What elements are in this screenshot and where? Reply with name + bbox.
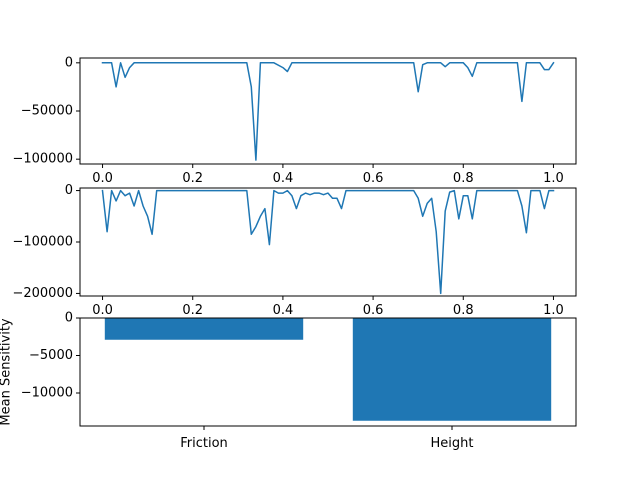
top-chart-x-tick-label: 0.8 [453, 171, 474, 186]
bottom-bar-chart: 0 −5000 −10000 Friction Height Mean Sensiti… [0, 311, 577, 451]
middle-chart-x-axis: 0.0 0.2 0.4 0.6 0.8 1.0 [92, 296, 564, 318]
top-chart-x-tick-label: 1.0 [543, 171, 564, 186]
top-chart-line [101, 61, 555, 161]
middle-chart-x-tick-label: 1.0 [543, 303, 564, 318]
bar-height [352, 318, 552, 421]
top-chart-y-axis: 0 −50000 −100000 [12, 55, 80, 167]
bar-chart-category-label: Friction [180, 436, 228, 451]
bar-chart-y-axis: 0 −5000 −10000 [21, 311, 80, 401]
bar-chart-y-tick-label: −5000 [29, 348, 73, 363]
top-chart-x-axis: 0.0 0.2 0.4 0.6 0.8 1.0 [92, 164, 564, 186]
middle-chart-x-tick-label: 0.6 [363, 303, 384, 318]
top-chart-x-tick-label: 0.6 [363, 171, 384, 186]
top-chart-y-tick-label: 0 [65, 55, 73, 70]
middle-line-chart: 0 −100000 −200000 0.0 0.2 0.4 0.6 0.8 1.0 [12, 183, 577, 318]
top-chart-x-tick-label: 0.0 [92, 171, 113, 186]
bar-chart-frame [79, 317, 577, 427]
middle-chart-x-tick-label: 0.4 [273, 303, 294, 318]
bar-friction [104, 318, 304, 340]
middle-chart-y-axis: 0 −100000 −200000 [12, 183, 80, 301]
top-chart-x-tick-label: 0.2 [182, 171, 203, 186]
top-chart-y-tick-label: −100000 [12, 152, 73, 167]
middle-chart-y-tick-label: −100000 [12, 235, 73, 250]
bar-chart-y-tick-label: 0 [65, 311, 73, 326]
middle-chart-x-tick-label: 0.2 [182, 303, 203, 318]
top-chart-series-line [101, 61, 555, 161]
middle-chart-series-line [101, 189, 555, 295]
middle-chart-line [101, 189, 555, 295]
top-line-chart: 0 −50000 −100000 0.0 0.2 0.4 0.6 0.8 1.0 [12, 55, 577, 186]
top-chart-y-tick-label: −50000 [21, 104, 73, 119]
top-chart-x-tick-label: 0.4 [273, 171, 294, 186]
bar-chart-category-label: Height [431, 436, 474, 451]
bar-chart-y-axis-title: Mean Sensitivity [0, 318, 14, 426]
middle-chart-y-tick-label: 0 [65, 183, 73, 198]
middle-chart-x-tick-label: 0.0 [92, 303, 113, 318]
bar-chart-x-axis: Friction Height [180, 426, 473, 451]
bar-chart-bars [104, 318, 552, 421]
middle-chart-y-tick-label: −200000 [12, 286, 73, 301]
middle-chart-x-tick-label: 0.8 [453, 303, 474, 318]
bar-chart-y-tick-label: −10000 [21, 386, 73, 401]
